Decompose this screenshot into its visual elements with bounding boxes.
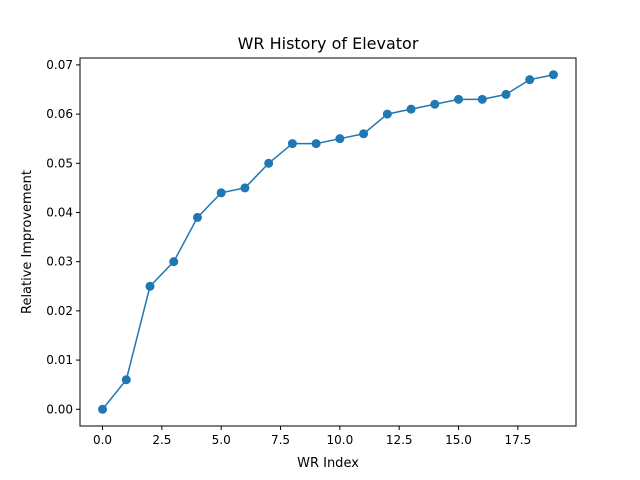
y-axis-label: Relative Improvement <box>20 170 35 314</box>
y-tick-label: 0.00 <box>46 402 73 416</box>
data-point <box>525 75 535 85</box>
y-tick-label: 0.07 <box>46 58 73 72</box>
data-point <box>287 139 297 149</box>
data-point <box>264 158 274 168</box>
axes: 0.0 2.5 5.0 7.5 10.0 12.5 15.0 17.5 0.00 0.01 0.02… <box>46 58 531 447</box>
data-point <box>121 375 131 385</box>
data-point <box>216 188 226 198</box>
x-tick-label: 12.5 <box>386 433 413 447</box>
data-point <box>477 94 487 104</box>
x-tick-label: 10.0 <box>327 433 354 447</box>
y-tick-label: 0.04 <box>46 205 73 219</box>
chart-title: WR History of Elevator <box>238 34 419 53</box>
plot-frame <box>79 57 577 427</box>
x-tick-label: 15.0 <box>445 433 472 447</box>
data-point <box>454 94 464 104</box>
data-series <box>98 70 558 414</box>
data-point <box>240 183 250 193</box>
data-point <box>311 139 321 149</box>
data-point <box>145 281 155 291</box>
data-point <box>98 404 108 414</box>
x-tick-label: 7.5 <box>271 433 290 447</box>
data-point <box>335 134 345 144</box>
y-tick-label: 0.01 <box>46 353 73 367</box>
y-tick-label: 0.05 <box>46 156 73 170</box>
data-point <box>501 89 511 99</box>
data-point <box>359 129 369 139</box>
data-point <box>169 257 179 267</box>
y-tick-label: 0.06 <box>46 107 73 121</box>
data-point <box>382 109 392 119</box>
x-axis-label: WR Index <box>297 456 359 471</box>
x-tick-label: 17.5 <box>504 433 531 447</box>
x-tick-label: 5.0 <box>212 433 231 447</box>
y-tick-label: 0.03 <box>46 255 73 269</box>
data-point <box>548 70 558 80</box>
x-tick-label: 0.0 <box>93 433 112 447</box>
x-tick-label: 2.5 <box>152 433 171 447</box>
y-tick-label: 0.02 <box>46 304 73 318</box>
data-point <box>192 212 202 222</box>
data-point <box>406 104 416 114</box>
data-point <box>430 99 440 109</box>
